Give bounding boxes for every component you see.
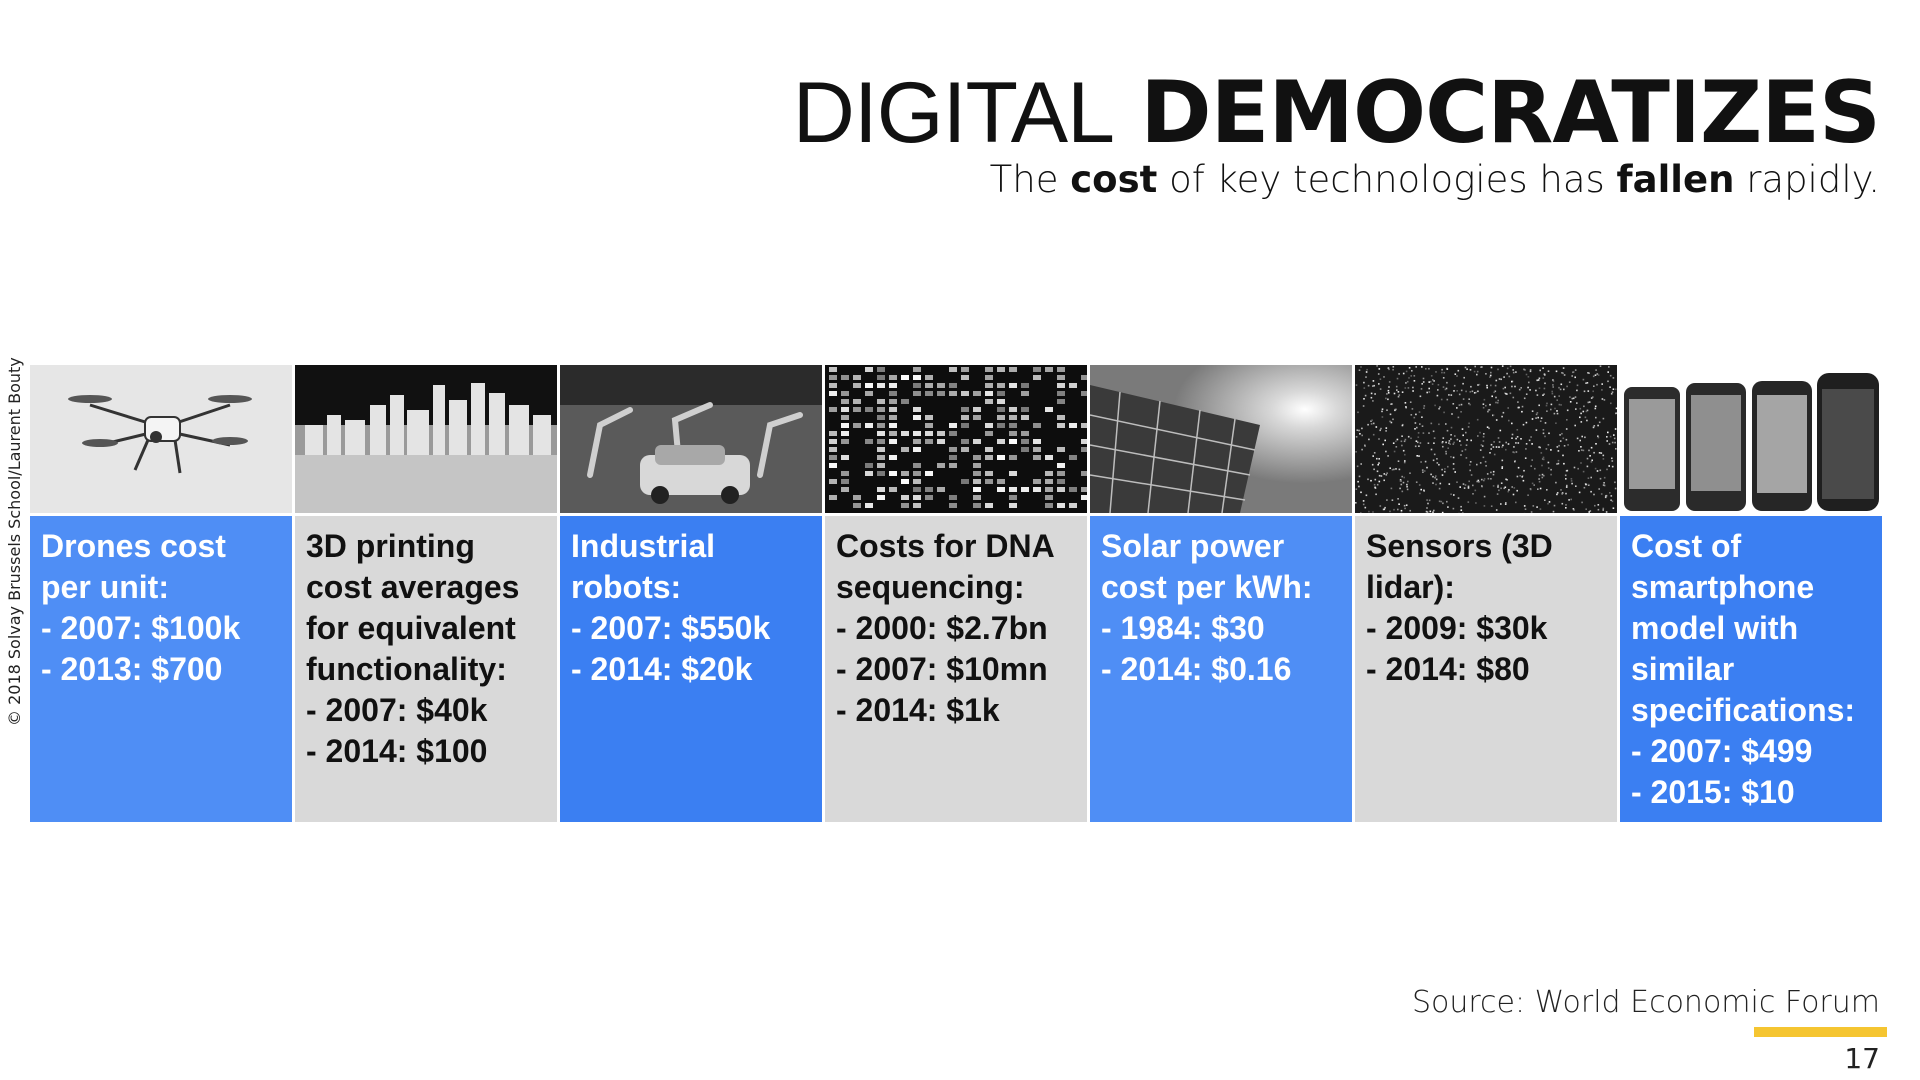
slide-subtitle: The cost of key technologies has fallen … [990, 158, 1880, 201]
card-text-smartphones: Cost of smartphone model with similar sp… [1620, 516, 1882, 822]
subtitle-bold1: cost [1070, 158, 1158, 201]
slide-title: DIGITAL DEMOCRATIZES [793, 70, 1881, 156]
card-industrial-robots: Industrial robots: - 2007: $550k - 2014:… [560, 365, 822, 822]
card-drones: Drones cost per unit: - 2007: $100k - 20… [30, 365, 292, 822]
accent-bar [1754, 1027, 1887, 1037]
card-sensors: Sensors (3D lidar): - 2009: $30k - 2014:… [1355, 365, 1617, 822]
solar-panel-image [1090, 365, 1352, 513]
card-text-sensors: Sensors (3D lidar): - 2009: $30k - 2014:… [1355, 516, 1617, 822]
subtitle-part1: The [989, 158, 1059, 201]
subtitle-part3: rapidly. [1746, 158, 1880, 201]
subtitle-bold2: fallen [1616, 158, 1735, 201]
dna-sequencing-image [825, 365, 1087, 513]
card-text-industrial-robots: Industrial robots: - 2007: $550k - 2014:… [560, 516, 822, 822]
copyright-text: © 2018 Solvay Brussels School/Laurent Bo… [5, 357, 24, 726]
card-dna-sequencing: Costs for DNA sequencing: - 2000: $2.7bn… [825, 365, 1087, 822]
card-text-3d-printing: 3D printing cost averages for equivalent… [295, 516, 557, 822]
card-text-drones: Drones cost per unit: - 2007: $100k - 20… [30, 516, 292, 822]
drone-image [30, 365, 292, 513]
card-text-dna-sequencing: Costs for DNA sequencing: - 2000: $2.7bn… [825, 516, 1087, 822]
page-number: 17 [1844, 1042, 1880, 1075]
source-citation: Source: World Economic Forum [1411, 985, 1880, 1020]
lidar-scan-image [1355, 365, 1617, 513]
title-light: DIGITAL [792, 65, 1115, 161]
card-text-solar-power: Solar power cost per kWh: - 1984: $30 - … [1090, 516, 1352, 822]
3d-printed-city-image [295, 365, 557, 513]
industrial-robots-image [560, 365, 822, 513]
card-3d-printing: 3D printing cost averages for equivalent… [295, 365, 557, 822]
technology-cost-strip: Drones cost per unit: - 2007: $100k - 20… [30, 365, 1882, 822]
card-solar-power: Solar power cost per kWh: - 1984: $30 - … [1090, 365, 1352, 822]
smartphones-image [1620, 365, 1882, 513]
card-smartphones: Cost of smartphone model with similar sp… [1620, 365, 1882, 822]
title-bold: DEMOCRATIZES [1140, 63, 1881, 163]
subtitle-part2: of key technologies has [1169, 158, 1605, 201]
